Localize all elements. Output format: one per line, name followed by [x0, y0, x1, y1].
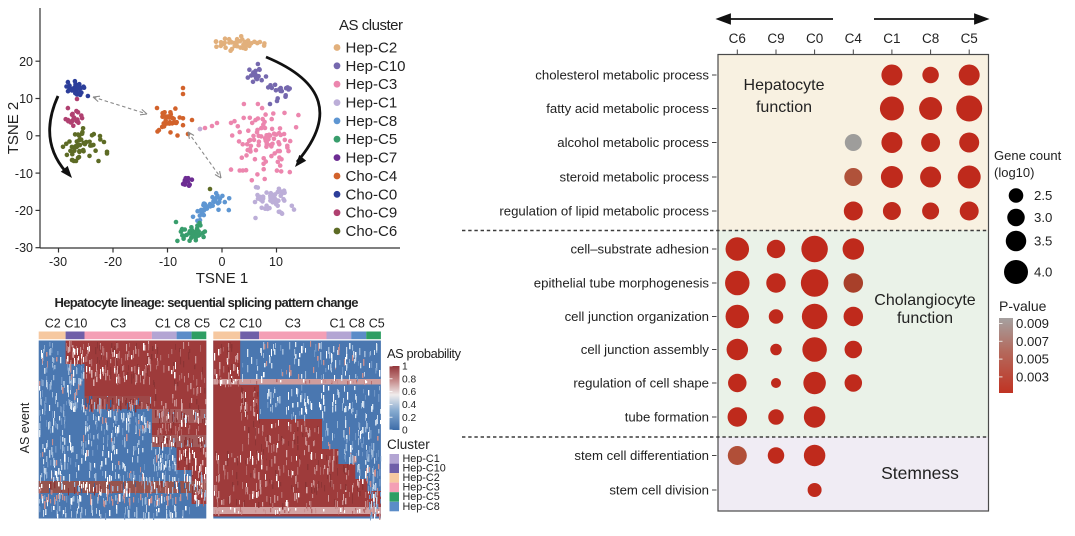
svg-text:2.5: 2.5 — [1034, 188, 1052, 203]
svg-text:Hep-C8: Hep-C8 — [403, 501, 440, 513]
svg-text:C2: C2 — [45, 317, 61, 331]
svg-text:C5: C5 — [961, 31, 978, 46]
svg-text:C0: C0 — [806, 31, 823, 46]
svg-text:Hep-C1: Hep-C1 — [346, 95, 398, 112]
svg-text:C6: C6 — [729, 31, 746, 46]
svg-text:C5: C5 — [369, 317, 385, 331]
svg-text:0.005: 0.005 — [1016, 352, 1049, 367]
svg-text:P-value: P-value — [999, 298, 1047, 314]
svg-text:Cho-C0: Cho-C0 — [346, 186, 398, 203]
svg-text:Hepatocyte: Hepatocyte — [744, 77, 825, 94]
svg-text:10: 10 — [269, 255, 283, 269]
svg-text:C8: C8 — [922, 31, 939, 46]
svg-text:Cholangiocyte: Cholangiocyte — [874, 292, 976, 309]
svg-text:Hep-C2: Hep-C2 — [403, 472, 440, 484]
svg-text:Stemness: Stemness — [881, 463, 959, 483]
svg-text:-10: -10 — [15, 167, 33, 181]
svg-text:cell junction assembly: cell junction assembly — [581, 342, 710, 357]
svg-text:stem cell division: stem cell division — [609, 483, 709, 498]
svg-text:-20: -20 — [104, 255, 122, 269]
svg-text:C2: C2 — [219, 317, 235, 331]
svg-text:Hep-C1: Hep-C1 — [403, 453, 440, 465]
svg-text:Hepatocyte lineage: sequential: Hepatocyte lineage: sequential splicing … — [55, 295, 359, 310]
svg-text:function: function — [756, 99, 812, 116]
svg-text:0: 0 — [26, 129, 33, 143]
svg-text:regulation of lipid metabolic: regulation of lipid metabolic process — [499, 204, 709, 219]
svg-text:TSNE 2: TSNE 2 — [5, 102, 22, 155]
svg-text:TSNE 1: TSNE 1 — [196, 270, 249, 287]
svg-text:C4: C4 — [845, 31, 863, 46]
svg-text:0.6: 0.6 — [402, 387, 416, 398]
svg-text:Cho-C4: Cho-C4 — [346, 168, 398, 185]
svg-text:Gene count: Gene count — [994, 148, 1062, 163]
svg-text:1: 1 — [402, 362, 408, 373]
svg-text:tube formation: tube formation — [625, 410, 709, 425]
svg-text:C3: C3 — [110, 317, 126, 331]
svg-text:(log10): (log10) — [994, 165, 1034, 180]
svg-text:0.003: 0.003 — [1016, 369, 1049, 384]
svg-text:Cluster: Cluster — [387, 437, 430, 452]
svg-text:C5: C5 — [194, 317, 210, 331]
svg-text:3.5: 3.5 — [1034, 234, 1052, 249]
svg-text:AS probability: AS probability — [387, 346, 462, 361]
svg-text:cholesterol metabolic process: cholesterol metabolic process — [535, 68, 709, 83]
svg-text:C8: C8 — [349, 317, 365, 331]
svg-text:0.8: 0.8 — [402, 374, 416, 385]
svg-text:Cho-C9: Cho-C9 — [346, 205, 398, 222]
svg-text:0.009: 0.009 — [1016, 316, 1049, 331]
svg-text:Hep-C3: Hep-C3 — [403, 482, 440, 494]
svg-text:20: 20 — [19, 55, 33, 69]
svg-text:0: 0 — [219, 255, 226, 269]
svg-text:0.4: 0.4 — [402, 400, 416, 411]
svg-text:C1: C1 — [883, 31, 900, 46]
svg-text:fatty acid metabolic process: fatty acid metabolic process — [546, 101, 709, 116]
svg-text:0.007: 0.007 — [1016, 334, 1049, 349]
svg-text:C1: C1 — [330, 317, 346, 331]
svg-text:AS event: AS event — [18, 402, 32, 453]
svg-text:cell–substrate adhesion: cell–substrate adhesion — [570, 242, 709, 257]
svg-text:C9: C9 — [767, 31, 784, 46]
svg-text:-20: -20 — [15, 204, 33, 218]
svg-text:alcohol metabolic process: alcohol metabolic process — [557, 135, 709, 150]
svg-text:Hep-C5: Hep-C5 — [403, 491, 440, 503]
svg-text:C3: C3 — [285, 317, 301, 331]
svg-text:steroid metabolic process: steroid metabolic process — [559, 170, 709, 185]
svg-text:3.0: 3.0 — [1034, 210, 1052, 225]
svg-text:Cho-C6: Cho-C6 — [346, 223, 398, 240]
svg-text:C10: C10 — [239, 317, 262, 331]
svg-text:C8: C8 — [174, 317, 190, 331]
svg-text:epithelial tube morphogenesis: epithelial tube morphogenesis — [534, 276, 710, 291]
svg-text:Hep-C10: Hep-C10 — [346, 58, 406, 75]
svg-text:4.0: 4.0 — [1034, 265, 1052, 280]
svg-text:stem cell differentiation: stem cell differentiation — [574, 448, 709, 463]
svg-text:Hep-C3: Hep-C3 — [346, 76, 398, 93]
svg-text:Hep-C5: Hep-C5 — [346, 131, 398, 148]
svg-text:Hep-C8: Hep-C8 — [346, 113, 398, 130]
svg-text:Hep-C2: Hep-C2 — [346, 40, 398, 57]
svg-text:0: 0 — [402, 426, 408, 437]
svg-text:C1: C1 — [155, 317, 171, 331]
svg-text:regulation of cell shape: regulation of cell shape — [573, 376, 709, 391]
svg-text:C10: C10 — [64, 317, 87, 331]
svg-text:Hep-C7: Hep-C7 — [346, 150, 398, 167]
svg-text:-30: -30 — [15, 241, 33, 255]
svg-text:-10: -10 — [159, 255, 177, 269]
svg-text:0.2: 0.2 — [402, 413, 416, 424]
svg-text:Hep-C10: Hep-C10 — [403, 463, 446, 475]
svg-text:10: 10 — [19, 92, 33, 106]
svg-text:-30: -30 — [49, 255, 67, 269]
svg-text:AS cluster: AS cluster — [339, 17, 403, 34]
svg-text:cell junction organization: cell junction organization — [565, 309, 709, 324]
svg-text:function: function — [897, 310, 953, 327]
